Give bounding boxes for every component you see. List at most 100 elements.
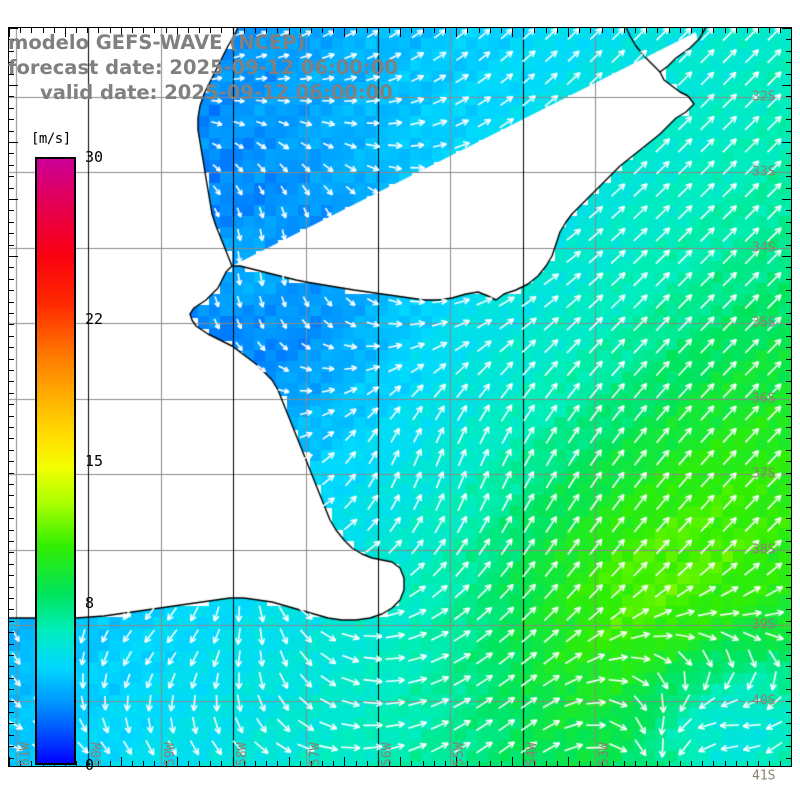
tick-left	[9, 290, 14, 292]
tick-top	[601, 28, 603, 33]
tick-right	[786, 598, 791, 599]
tick-bottom	[366, 761, 368, 766]
tick-right	[782, 85, 791, 86]
tick-top	[165, 28, 167, 33]
tick-top	[635, 28, 637, 33]
tick-top	[31, 28, 33, 33]
tick-right	[786, 427, 791, 428]
tick-left	[9, 324, 14, 326]
tick-top	[87, 28, 89, 33]
tick-left	[9, 381, 14, 383]
tick-left	[9, 187, 14, 189]
tick-right	[786, 734, 791, 736]
tick-right	[786, 164, 791, 166]
tick-top	[422, 28, 424, 33]
tick-left	[9, 119, 14, 121]
tick-top	[668, 28, 670, 33]
tick-bottom	[400, 757, 402, 766]
colorbar-tick-0: 0	[85, 756, 95, 774]
tick-right	[786, 107, 791, 109]
tick-top	[232, 28, 234, 37]
tick-bottom	[445, 761, 447, 766]
tick-left	[9, 438, 14, 440]
tick-right	[786, 96, 791, 98]
tick-top	[735, 28, 737, 33]
colorbar-tick-15: 15	[85, 452, 104, 470]
tick-top	[131, 28, 133, 33]
lon-label-61W: 61W	[18, 742, 33, 766]
tick-bottom	[623, 761, 625, 766]
forecast-date-label: forecast date: 2025-09-12 06:00:00	[8, 56, 398, 79]
tick-top	[64, 28, 66, 37]
tick-right	[786, 415, 791, 417]
tick-left	[9, 199, 18, 200]
lon-label-53W: 53W	[597, 742, 613, 766]
tick-right	[786, 358, 791, 360]
tick-top	[556, 28, 558, 33]
tick-right	[786, 438, 791, 440]
tick-right	[786, 541, 791, 542]
tick-left	[9, 586, 14, 588]
tick-top	[42, 28, 44, 33]
tick-right	[786, 506, 791, 508]
tick-right	[786, 461, 791, 463]
lat-label-36S: 36S	[752, 391, 776, 407]
tick-left	[9, 449, 14, 451]
tick-top	[623, 28, 625, 33]
tick-right	[786, 655, 791, 656]
lat-label-35S: 35S	[752, 315, 776, 331]
tick-bottom	[299, 761, 301, 766]
colorbar-tick-30: 30	[85, 148, 104, 166]
tick-left	[9, 506, 14, 508]
tick-top	[612, 28, 614, 33]
tick-top	[433, 28, 435, 33]
lon-label-58W: 58W	[235, 742, 251, 766]
tick-right	[786, 244, 791, 246]
tick-left	[9, 370, 14, 371]
tick-left	[9, 700, 14, 702]
tick-left	[9, 655, 14, 656]
model-title: modelo GEFS-WAVE (NCEP)	[8, 31, 306, 54]
lat-label-33S: 33S	[752, 164, 776, 180]
tick-bottom	[254, 761, 256, 766]
tick-top	[187, 28, 189, 33]
tick-top	[154, 28, 156, 33]
tick-right	[786, 130, 791, 132]
tick-left	[9, 233, 14, 235]
tick-right	[786, 586, 791, 588]
tick-right	[786, 632, 791, 634]
tick-right	[786, 495, 791, 497]
lon-label-55W: 55W	[452, 742, 468, 766]
tick-top	[210, 28, 212, 33]
tick-bottom	[187, 761, 189, 766]
tick-right	[786, 62, 791, 64]
map-plot-area[interactable]	[8, 27, 792, 767]
tick-bottom	[646, 761, 648, 766]
tick-right	[786, 643, 791, 645]
tick-bottom	[98, 761, 100, 766]
tick-bottom	[601, 761, 603, 766]
tick-bottom	[780, 761, 782, 766]
tick-top	[523, 28, 525, 33]
tick-top	[322, 28, 324, 33]
tick-top	[646, 28, 648, 33]
tick-bottom	[478, 761, 480, 766]
tick-top	[389, 28, 391, 33]
tick-top	[98, 28, 100, 33]
tick-left	[9, 757, 14, 759]
tick-bottom	[154, 761, 156, 766]
tick-left	[9, 461, 14, 463]
tick-right	[786, 563, 791, 565]
tick-top	[456, 28, 458, 37]
tick-top	[355, 28, 357, 33]
tick-left	[9, 278, 14, 280]
tick-bottom	[590, 761, 592, 766]
tick-top	[679, 28, 681, 33]
tick-bottom	[545, 761, 547, 766]
wind-field-canvas	[9, 28, 791, 766]
tick-left	[9, 301, 14, 303]
tick-bottom	[746, 761, 748, 766]
tick-right	[786, 210, 791, 212]
tick-right	[786, 575, 791, 577]
tick-top	[478, 28, 480, 33]
